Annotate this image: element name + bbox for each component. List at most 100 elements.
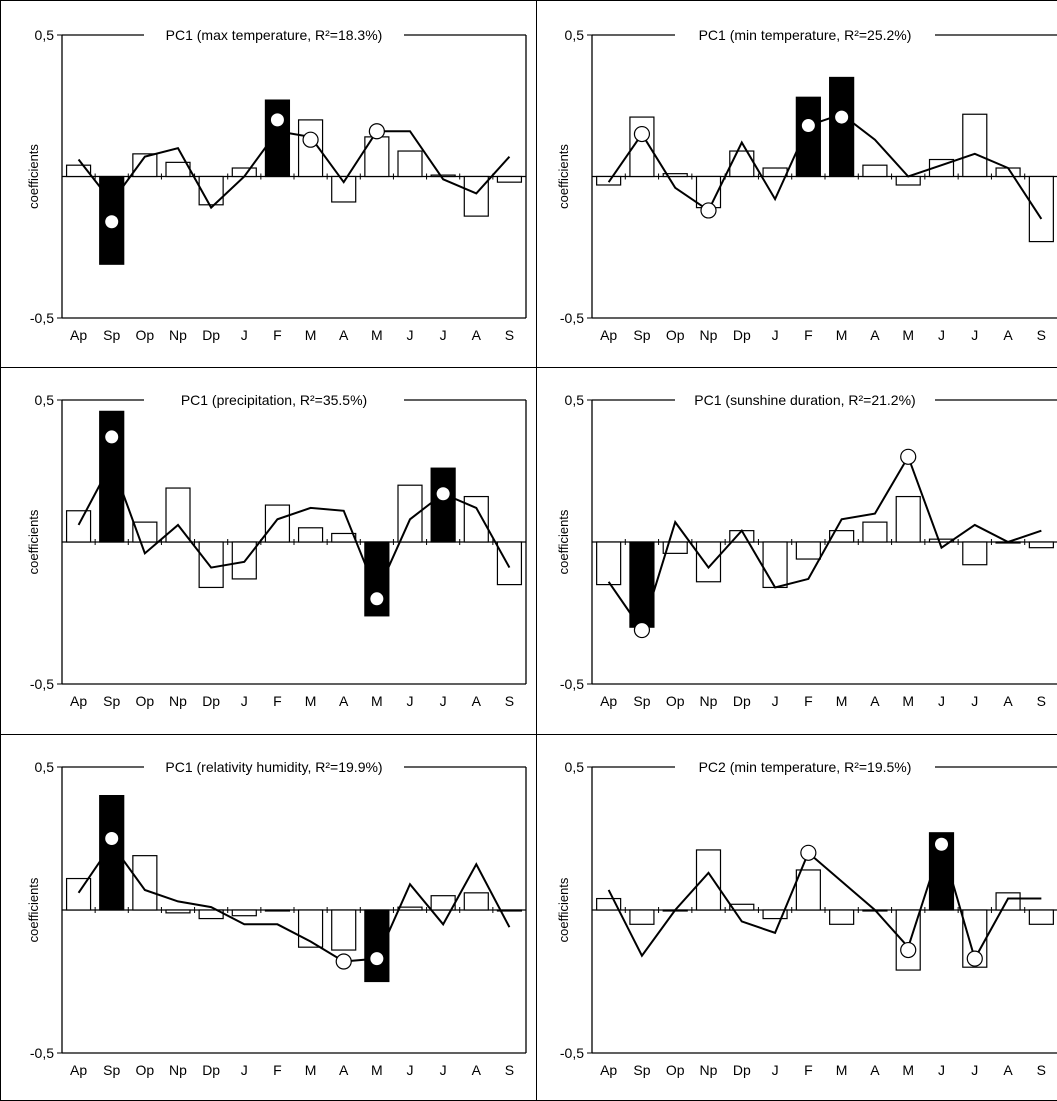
bar: [99, 794, 125, 911]
x-tick-label: M: [305, 327, 317, 343]
bar: [762, 167, 788, 178]
bar: [165, 487, 191, 543]
marker-point: [700, 202, 717, 219]
bar: [662, 541, 688, 554]
x-tick-label: Ap: [600, 327, 617, 343]
x-tick-label: J: [971, 693, 978, 709]
y-tick-label: 0,5: [35, 392, 55, 408]
x-tick-label: J: [407, 327, 414, 343]
y-tick-label: 0,5: [565, 759, 585, 775]
y-axis-label: coefficients: [556, 877, 571, 942]
x-tick-label: A: [1003, 327, 1013, 343]
bar: [829, 909, 855, 925]
bar: [430, 467, 456, 543]
x-tick-label: Dp: [733, 693, 751, 709]
bar: [795, 541, 821, 560]
marker-point: [270, 113, 284, 127]
bar: [995, 892, 1021, 911]
bar: [430, 174, 456, 178]
bar: [895, 175, 921, 186]
bar: [397, 150, 423, 178]
bar: [762, 541, 788, 589]
y-axis-label: coefficients: [26, 877, 41, 942]
x-tick-label: F: [804, 327, 813, 343]
bar: [364, 909, 390, 983]
bar: [331, 175, 357, 203]
x-tick-label: Sp: [633, 693, 650, 709]
x-tick-label: M: [902, 693, 914, 709]
bar: [264, 99, 291, 178]
chart-panel-2: 0,5 -0,5 coefficients PC1 (min temperature,…: [556, 27, 1057, 343]
x-tick-label: A: [472, 1062, 482, 1078]
x-tick-label: A: [472, 327, 482, 343]
x-tick-label: M: [305, 1062, 317, 1078]
marker-point: [801, 119, 815, 133]
chart-title: PC1 (precipitation, R²=35.5%): [181, 392, 367, 408]
bar: [496, 909, 523, 912]
x-tick-label: Np: [169, 1062, 187, 1078]
x-tick-label: J: [772, 1062, 779, 1078]
marker-point: [835, 110, 849, 124]
bar: [729, 150, 755, 178]
x-tick-label: J: [772, 327, 779, 343]
x-tick-label: A: [870, 693, 880, 709]
bar: [662, 173, 688, 178]
bar: [463, 892, 489, 911]
x-tick-label: Dp: [202, 693, 220, 709]
chart-panel-5: 0,5 -0,5 coefficients PC1 (relativity humid…: [26, 759, 527, 1078]
x-tick-label: Dp: [733, 1062, 751, 1078]
bar: [629, 909, 655, 925]
x-tick-label: J: [938, 693, 945, 709]
bar: [496, 541, 523, 586]
marker-point: [370, 592, 384, 606]
bar: [695, 849, 722, 911]
marker-point: [900, 448, 917, 465]
x-tick-label: Ap: [70, 1062, 87, 1078]
y-tick-label: 0,5: [35, 27, 55, 43]
series-line: [607, 454, 1042, 633]
bar: [962, 541, 988, 566]
chart-title: PC1 (sunshine duration, R²=21.2%): [694, 392, 915, 408]
chart-title: PC1 (relativity humidity, R²=19.9%): [165, 759, 382, 775]
marker-point: [370, 952, 384, 966]
x-tick-label: Sp: [633, 327, 650, 343]
bar: [165, 909, 191, 914]
marker-point: [105, 832, 119, 845]
bar: [65, 510, 92, 543]
x-tick-label: J: [241, 693, 248, 709]
marker-point: [368, 123, 385, 140]
bar: [231, 541, 257, 580]
y-tick-label: -0,5: [30, 676, 54, 692]
y-tick-label: -0,5: [560, 676, 584, 692]
x-tick-label: A: [870, 1062, 880, 1078]
x-tick-label: J: [938, 327, 945, 343]
x-tick-label: Ap: [70, 327, 87, 343]
series-line: [607, 840, 1042, 962]
x-tick-label: S: [505, 1062, 514, 1078]
x-tick-label: A: [339, 693, 349, 709]
x-tick-label: F: [273, 693, 282, 709]
x-tick-label: J: [440, 327, 447, 343]
marker-point: [105, 430, 119, 444]
bar: [596, 541, 622, 586]
bar: [331, 532, 357, 543]
panel-frame: [0, 367, 537, 735]
chart-panel-1: 0,5 -0,5 coefficients PC1 (max temperature,…: [26, 27, 527, 343]
bar: [264, 909, 291, 912]
x-tick-label: J: [772, 693, 779, 709]
bar: [331, 909, 357, 951]
x-tick-label: J: [407, 1062, 414, 1078]
x-tick-label: M: [902, 1062, 914, 1078]
x-tick-label: M: [371, 693, 383, 709]
y-tick-label: -0,5: [30, 310, 54, 326]
marker-point: [935, 837, 948, 851]
x-tick-label: Np: [700, 693, 718, 709]
marker-point: [800, 844, 817, 861]
marker-point: [105, 215, 119, 229]
marker-point: [900, 941, 917, 959]
marker-point: [633, 125, 651, 143]
x-tick-label: M: [371, 1062, 383, 1078]
x-tick-label: A: [870, 327, 880, 343]
y-tick-label: 0,5: [35, 759, 55, 775]
